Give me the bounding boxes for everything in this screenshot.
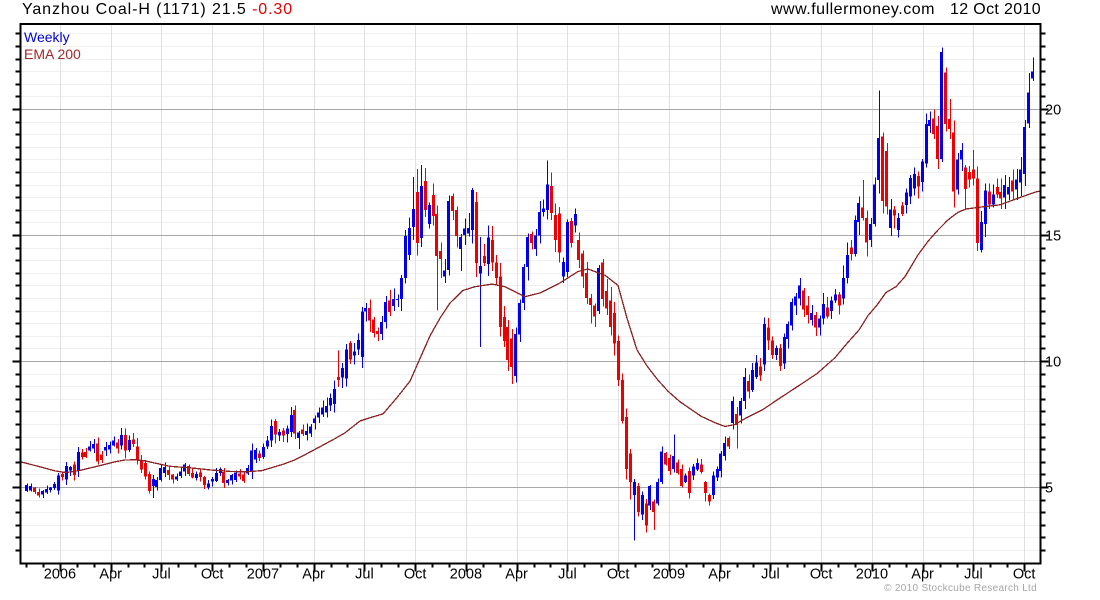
svg-text:2009: 2009 (653, 567, 685, 583)
svg-text:Oct: Oct (404, 567, 427, 583)
svg-text:Jul: Jul (964, 567, 983, 583)
svg-text:Apr: Apr (302, 567, 325, 583)
svg-text:Apr: Apr (99, 567, 122, 583)
svg-text:Jul: Jul (355, 567, 374, 583)
svg-text:2007: 2007 (247, 567, 279, 583)
svg-text:2008: 2008 (450, 567, 482, 583)
svg-text:Jul: Jul (761, 567, 780, 583)
svg-text:10: 10 (1045, 355, 1061, 371)
svg-text:Jul: Jul (152, 567, 171, 583)
svg-text:Oct: Oct (607, 567, 630, 583)
svg-text:5: 5 (1045, 481, 1053, 497)
svg-text:Oct: Oct (201, 567, 224, 583)
svg-text:Apr: Apr (505, 567, 528, 583)
svg-text:Apr: Apr (911, 567, 934, 583)
svg-text:Oct: Oct (1013, 567, 1036, 583)
svg-text:Jul: Jul (558, 567, 577, 583)
svg-text:Oct: Oct (810, 567, 833, 583)
svg-text:20: 20 (1045, 103, 1061, 119)
svg-text:15: 15 (1045, 229, 1061, 245)
svg-text:Apr: Apr (708, 567, 731, 583)
svg-text:2010: 2010 (856, 567, 888, 583)
svg-text:2006: 2006 (44, 567, 76, 583)
